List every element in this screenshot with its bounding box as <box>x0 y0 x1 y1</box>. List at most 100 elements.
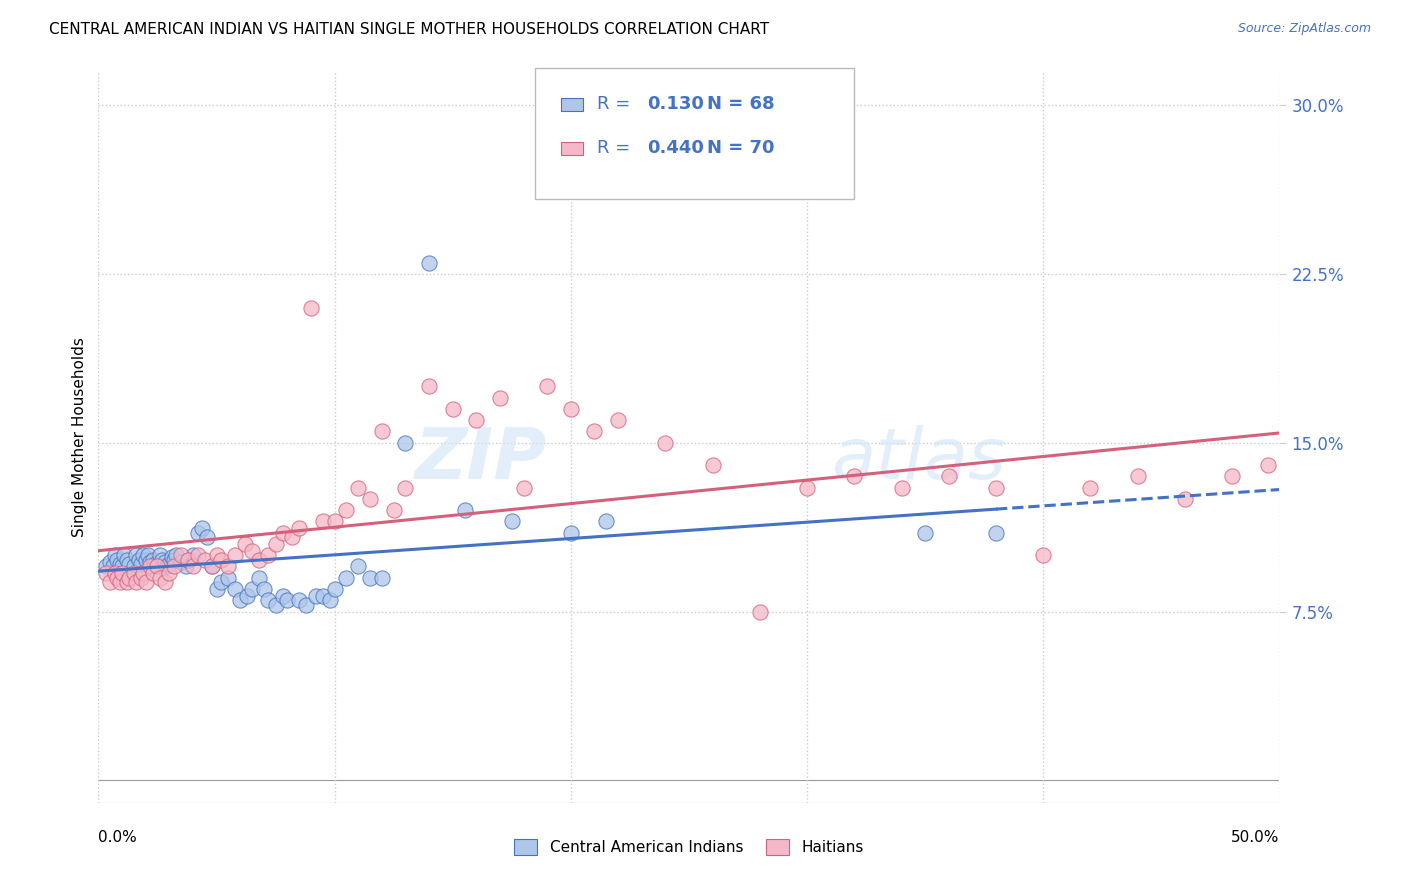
Point <box>583 425 606 439</box>
Point <box>844 469 866 483</box>
Point <box>264 598 287 612</box>
Point <box>217 571 239 585</box>
Point <box>465 413 488 427</box>
Text: N = 70: N = 70 <box>707 139 775 157</box>
Point <box>150 553 173 567</box>
Point <box>224 548 246 562</box>
Point <box>512 481 534 495</box>
Point <box>181 548 204 562</box>
Point <box>984 525 1007 540</box>
Point <box>253 582 276 596</box>
Point <box>108 575 131 590</box>
Point <box>170 555 193 569</box>
Point <box>312 589 335 603</box>
Point <box>105 553 128 567</box>
Point <box>418 379 440 393</box>
Point <box>139 559 162 574</box>
Point <box>112 548 135 562</box>
Point <box>135 575 157 590</box>
Point <box>394 435 416 450</box>
Point <box>153 555 176 569</box>
Point <box>157 566 180 581</box>
Point <box>796 481 818 495</box>
Point <box>441 401 464 416</box>
Point <box>240 543 263 558</box>
Point <box>201 559 224 574</box>
Point <box>135 553 157 567</box>
Point <box>143 558 166 572</box>
Point <box>125 548 148 562</box>
Point <box>201 559 224 574</box>
Point <box>122 559 145 574</box>
Text: 0.440: 0.440 <box>648 139 704 157</box>
Point <box>1174 491 1197 506</box>
Point <box>281 530 304 544</box>
Point <box>607 413 630 427</box>
Point <box>104 566 127 581</box>
Point <box>125 575 148 590</box>
Point <box>295 598 318 612</box>
Point <box>1257 458 1279 473</box>
Text: ZIP: ZIP <box>415 425 547 493</box>
Point <box>382 503 405 517</box>
Text: N = 68: N = 68 <box>707 95 775 113</box>
FancyBboxPatch shape <box>561 142 582 154</box>
Point <box>335 571 357 585</box>
Point <box>323 582 346 596</box>
Point <box>118 558 141 572</box>
Point <box>501 515 523 529</box>
Point <box>224 582 246 596</box>
Point <box>191 521 214 535</box>
Point <box>174 559 197 574</box>
Text: 0.0%: 0.0% <box>98 830 138 845</box>
Point <box>146 559 169 574</box>
Point <box>118 571 141 585</box>
Point <box>156 559 179 574</box>
Legend: Central American Indians, Haitians: Central American Indians, Haitians <box>509 833 869 861</box>
Point <box>229 593 252 607</box>
Point <box>139 555 162 569</box>
Point <box>205 582 228 596</box>
Point <box>94 559 117 574</box>
Point <box>654 435 676 450</box>
Point <box>157 558 180 572</box>
Text: R =: R = <box>596 95 636 113</box>
Point <box>111 566 134 581</box>
Point <box>129 558 152 572</box>
Point <box>132 566 155 581</box>
Point <box>165 548 187 562</box>
Point <box>394 481 416 495</box>
Point <box>195 530 218 544</box>
Point <box>128 553 150 567</box>
Point <box>418 255 440 269</box>
Point <box>299 301 322 315</box>
Point <box>359 571 381 585</box>
Point <box>163 553 186 567</box>
Point <box>323 515 346 529</box>
Point <box>257 593 280 607</box>
Point <box>1126 469 1149 483</box>
Point <box>129 571 152 585</box>
Text: 0.130: 0.130 <box>648 95 704 113</box>
Point <box>240 582 263 596</box>
Point <box>105 571 128 585</box>
Point <box>115 553 138 567</box>
Point <box>595 515 617 529</box>
Point <box>101 559 124 574</box>
Point <box>702 458 724 473</box>
Point <box>181 559 204 574</box>
Point <box>233 537 256 551</box>
Point <box>177 553 200 567</box>
FancyBboxPatch shape <box>561 98 582 111</box>
Point <box>288 593 311 607</box>
Point <box>94 566 117 581</box>
Point <box>335 503 357 517</box>
Point <box>209 575 232 590</box>
Point <box>187 548 209 562</box>
Point <box>209 553 232 567</box>
Point <box>163 559 186 574</box>
Point <box>142 553 165 567</box>
Point <box>560 525 582 540</box>
Text: 50.0%: 50.0% <box>1232 830 1279 845</box>
Point <box>264 537 287 551</box>
